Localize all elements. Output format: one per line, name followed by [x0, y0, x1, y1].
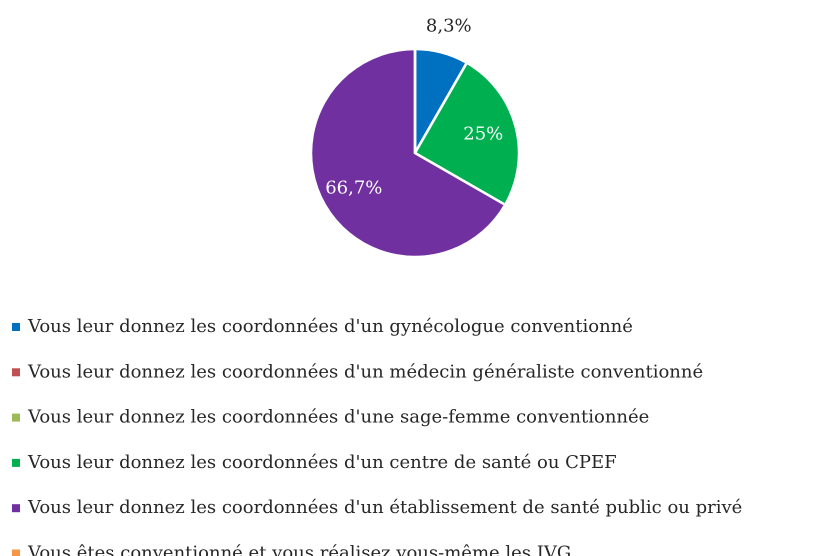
legend-marker	[12, 458, 20, 467]
legend-label: Vous leur donnez les coordonnées d'un mé…	[27, 361, 703, 382]
data-label: 25%	[463, 124, 503, 145]
legend-label: Vous leur donnez les coordonnées d'un gy…	[27, 316, 633, 337]
legend-marker	[12, 504, 20, 513]
legend-label: Vous leur donnez les coordonnées d'une s…	[27, 407, 649, 428]
legend-label: Vous leur donnez les coordonnées d'un ét…	[27, 497, 742, 518]
legend-marker	[12, 368, 20, 377]
legend-label: Vous êtes conventionné et vous réalisez …	[27, 543, 571, 556]
legend-marker	[12, 549, 20, 556]
pie-slice	[413, 61, 521, 207]
data-label: 66,7%	[325, 177, 382, 198]
legend-marker	[12, 413, 20, 422]
legend-label: Vous leur donnez les coordonnées d'un ce…	[27, 452, 617, 473]
legend-marker	[12, 323, 20, 331]
pie-slice	[309, 47, 507, 259]
data-label: 8,3%	[426, 15, 472, 36]
